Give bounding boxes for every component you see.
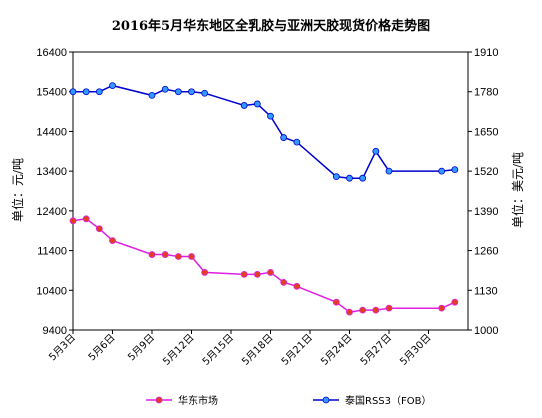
x-tick-label: 5月30日 — [397, 332, 433, 368]
data-point — [201, 269, 209, 276]
data-point — [174, 88, 182, 96]
data-point — [332, 173, 340, 181]
series-2 — [69, 82, 459, 182]
data-point — [188, 253, 195, 260]
x-tick-label: 5月18日 — [239, 332, 275, 368]
x-tick-label: 5月9日 — [125, 332, 157, 364]
data-point — [174, 253, 182, 260]
left-axis: 16400 15400 14400 13400 12400 11400 10400 9400 — [36, 47, 73, 337]
data-point — [82, 88, 90, 96]
data-point — [253, 100, 261, 108]
legend-item: 泰国RSS3（FOB） — [313, 394, 432, 407]
series-line — [72, 218, 456, 313]
chart-title: 2016年5月华东地区全乳胶与亚洲天胶现货价格走势图 — [112, 18, 430, 34]
data-point — [359, 174, 367, 182]
series-line — [73, 84, 455, 179]
left-tick-label: 13400 — [36, 166, 67, 178]
data-point — [148, 91, 156, 99]
data-point — [385, 304, 393, 312]
left-tick-label: 16400 — [36, 47, 67, 59]
legend-label: 泰国RSS3（FOB） — [345, 394, 432, 407]
data-point — [372, 147, 380, 155]
legend-label: 华东市场 — [178, 394, 218, 407]
left-tick-label: 10400 — [36, 285, 67, 297]
data-point — [293, 138, 301, 146]
data-point — [346, 308, 353, 316]
data-point — [240, 102, 248, 109]
plot-border — [72, 51, 469, 331]
x-tick-label: 5月15日 — [200, 332, 236, 368]
data-point — [95, 225, 103, 233]
series-layer — [69, 82, 459, 316]
data-point — [161, 251, 169, 258]
left-tick-label: 11400 — [37, 246, 67, 258]
x-tick-label: 5月27日 — [358, 332, 394, 368]
right-axis: 1910 1780 1650 1520 1390 1260 1130 1000 — [468, 47, 498, 337]
right-tick-label: 1260 — [474, 246, 498, 258]
data-point — [109, 237, 116, 245]
data-point — [188, 88, 195, 96]
right-axis-label: 单位：美元/吨 — [510, 152, 525, 228]
data-point — [267, 269, 274, 276]
data-point — [69, 88, 77, 96]
right-tick-label: 1780 — [474, 87, 498, 99]
data-point — [253, 270, 261, 278]
right-tick-label: 1390 — [474, 206, 498, 218]
left-tick-label: 12400 — [36, 206, 67, 218]
legend: 华东市场 泰国RSS3（FOB） — [146, 394, 432, 407]
data-point — [95, 88, 103, 96]
data-point — [438, 304, 446, 312]
x-tick-label: 5月12日 — [160, 332, 196, 368]
data-point — [359, 306, 367, 314]
data-point — [293, 282, 301, 290]
x-tick-label: 5月21日 — [279, 332, 315, 368]
data-point — [451, 166, 459, 174]
data-point — [201, 89, 209, 97]
data-point — [161, 85, 169, 93]
right-tick-label: 1910 — [474, 47, 498, 59]
data-point — [69, 217, 77, 225]
data-point — [385, 167, 393, 175]
left-tick-label: 15400 — [36, 87, 67, 99]
right-tick-label: 1650 — [474, 126, 498, 138]
series-1 — [69, 215, 459, 316]
legend-marker — [322, 396, 330, 404]
left-tick-label: 14400 — [36, 126, 67, 138]
right-tick-label: 1000 — [474, 325, 498, 337]
data-point — [280, 278, 288, 286]
data-point — [451, 298, 459, 306]
data-point — [438, 167, 446, 175]
legend-item: 华东市场 — [146, 394, 218, 407]
data-point — [332, 298, 340, 306]
data-point — [280, 134, 288, 141]
right-tick-label: 1520 — [474, 166, 498, 178]
legend-marker — [155, 396, 163, 404]
right-tick-label: 1130 — [474, 285, 498, 297]
data-point — [148, 251, 156, 258]
left-tick-label: 9400 — [43, 325, 67, 337]
x-tick-label: 5月6日 — [86, 332, 118, 364]
x-tick-label: 5月24日 — [318, 332, 354, 368]
data-point — [267, 112, 274, 120]
data-point — [82, 215, 90, 223]
data-point — [109, 82, 116, 90]
data-point — [240, 270, 248, 278]
plot-area — [72, 51, 469, 331]
left-axis-label: 单位：元/吨 — [10, 158, 25, 222]
data-point — [372, 306, 380, 314]
data-point — [346, 174, 353, 182]
x-axis: 5月3日 5月6日 5月9日 5月12日 5月15日 5月18日 5月21日 5月24日 5月2… — [46, 330, 434, 368]
